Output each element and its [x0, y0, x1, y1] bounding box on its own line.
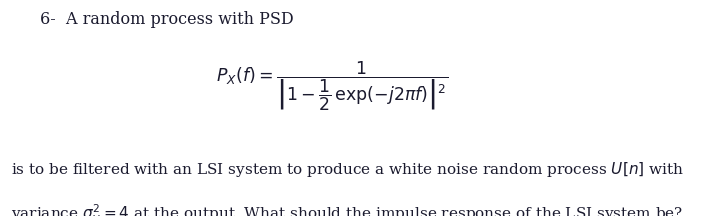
Text: $P_X(f) = \dfrac{1}{\left|1 - \dfrac{1}{2}\,\mathrm{exp}\left(-j2\pi f\right)\ri: $P_X(f) = \dfrac{1}{\left|1 - \dfrac{1}{… — [216, 59, 448, 113]
Text: 6-  A random process with PSD: 6- A random process with PSD — [40, 11, 293, 28]
Text: is to be filtered with an LSI system to produce a white noise random process $U[: is to be filtered with an LSI system to … — [11, 160, 684, 179]
Text: variance $\sigma_U^2 = 4$ at the output. What should the impulse response of the: variance $\sigma_U^2 = 4$ at the output.… — [11, 203, 683, 216]
